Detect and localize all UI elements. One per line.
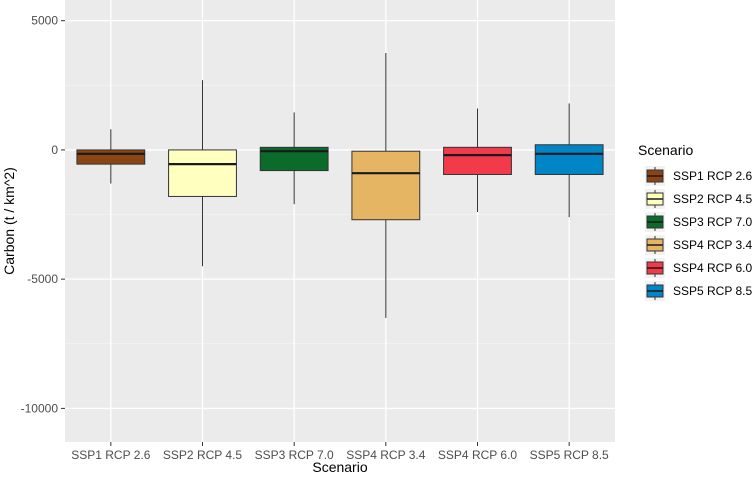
x-tick-label: SSP5 RCP 8.5 (530, 448, 609, 462)
box-ssp2-rcp-4-5 (168, 80, 237, 267)
legend-label: SSP3 RCP 7.0 (673, 215, 752, 229)
x-tick-label: SSP4 RCP 6.0 (438, 448, 517, 462)
box-ssp3-rcp-7-0 (259, 112, 329, 205)
y-axis-title: Carbon (t / km^2) (1, 167, 17, 275)
legend-label: SSP5 RCP 8.5 (673, 284, 752, 298)
box-ssp5-rcp-8-5 (534, 103, 604, 218)
minor-gridlines (65, 84, 615, 345)
x-tick-label: SSP3 RCP 7.0 (255, 448, 334, 462)
legend-title: Scenario (638, 142, 693, 158)
box-body (168, 149, 237, 197)
y-axis-ticks: 5000 0 -5000 -10000 (21, 14, 65, 415)
legend-item: SSP5 RCP 8.5 (645, 281, 752, 301)
y-tick-label: 5000 (31, 14, 58, 28)
box-ssp1-rcp-2-6 (76, 129, 146, 184)
box-body (351, 150, 421, 221)
box-series (76, 52, 604, 318)
y-tick-label: -5000 (27, 272, 58, 286)
legend-item: SSP4 RCP 3.4 (645, 235, 752, 255)
box-body (443, 146, 512, 175)
y-tick-label: -10000 (21, 401, 59, 415)
box-ssp4-rcp-3-4 (351, 52, 421, 318)
legend-label: SSP4 RCP 6.0 (673, 261, 752, 275)
legend: Scenario SSP1 RCP 2.6 SSP2 RCP 4.5 SSP3 RC… (638, 142, 752, 301)
x-tick-label: SSP1 RCP 2.6 (71, 448, 150, 462)
legend-label: SSP2 RCP 4.5 (673, 192, 752, 206)
legend-item: SSP2 RCP 4.5 (645, 189, 752, 209)
x-tick-label: SSP2 RCP 4.5 (163, 448, 242, 462)
y-tick-label: 0 (51, 143, 58, 157)
plot-panel (65, 0, 615, 442)
legend-label: SSP4 RCP 3.4 (673, 238, 752, 252)
x-axis-ticks: SSP1 RCP 2.6 SSP2 RCP 4.5 SSP3 RCP 7.0 SSP4… (71, 442, 609, 462)
legend-item: SSP1 RCP 2.6 (645, 166, 752, 186)
legend-item: SSP4 RCP 6.0 (645, 258, 752, 278)
box-body (76, 149, 146, 165)
box-body (534, 144, 604, 175)
box-body (259, 146, 329, 172)
legend-label: SSP1 RCP 2.6 (673, 169, 752, 183)
x-axis-title: Scenario (312, 459, 367, 475)
box-ssp4-rcp-6-0 (443, 108, 512, 212)
legend-item: SSP3 RCP 7.0 (645, 212, 752, 232)
x-tick-label: SSP4 RCP 3.4 (346, 448, 425, 462)
